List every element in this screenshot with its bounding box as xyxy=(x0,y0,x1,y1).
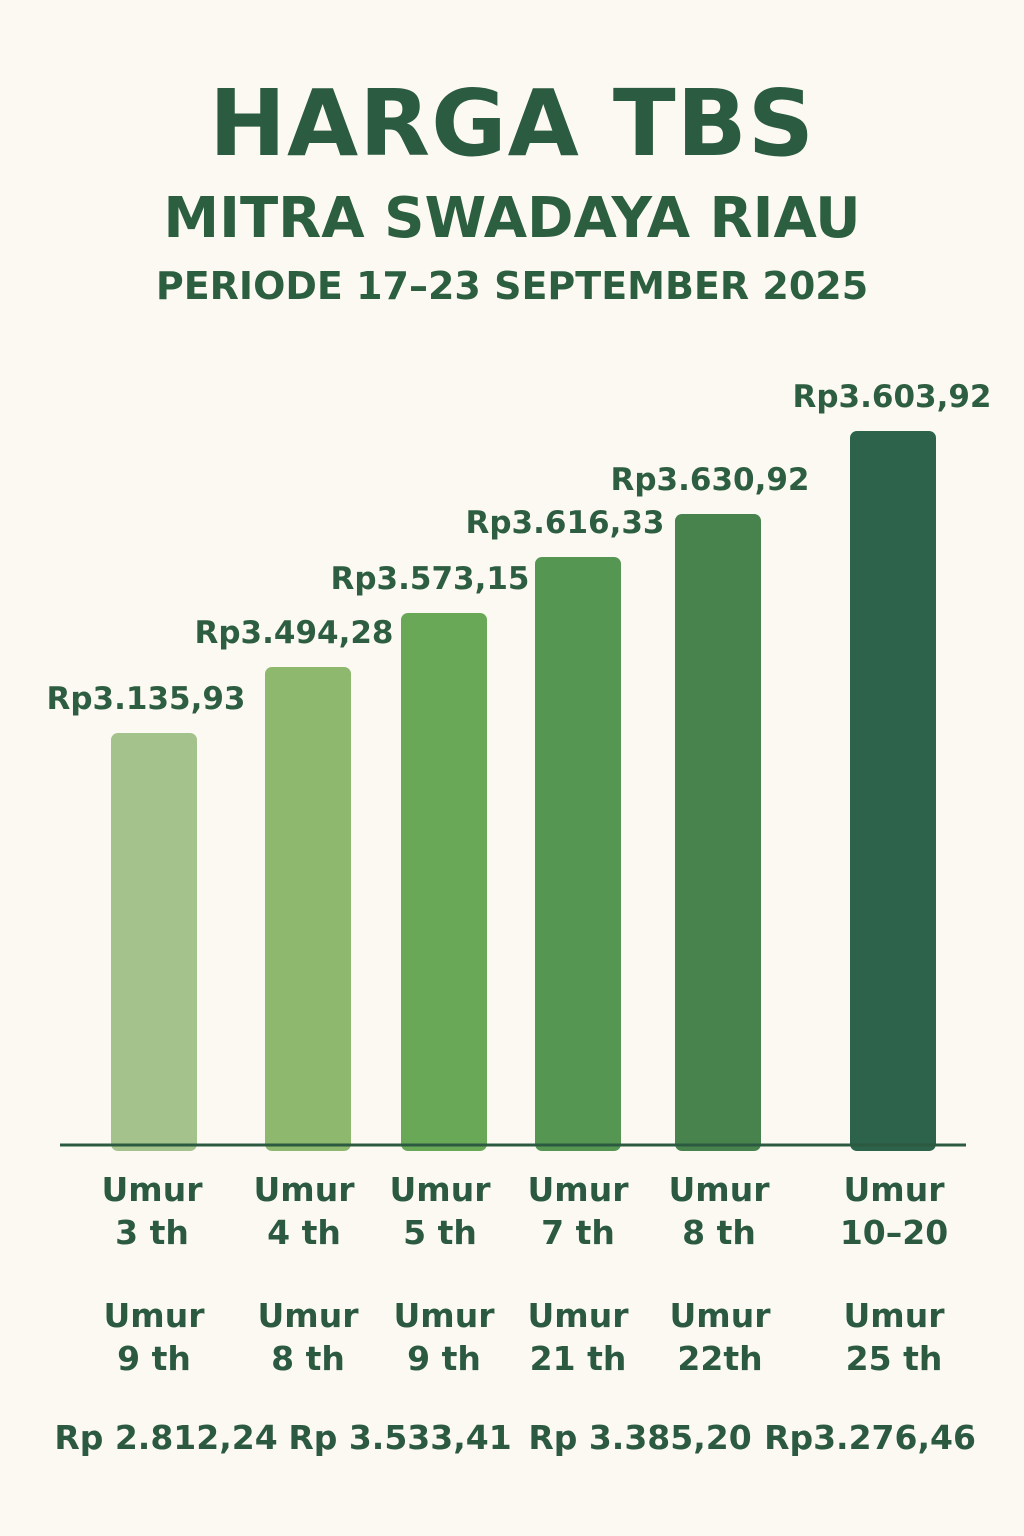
bar-value-label-3: Rp3.573,15 xyxy=(330,561,529,597)
extra-age-label-1: Umur 9 th xyxy=(103,1296,205,1378)
category-label-1: Umur 3 th xyxy=(101,1170,203,1252)
chart-title: HARGA TBS xyxy=(209,70,815,177)
category-label-6: Umur 10–20 xyxy=(839,1170,949,1252)
bar-3 xyxy=(401,613,487,1151)
category-label-5: Umur 8 th xyxy=(668,1170,770,1252)
extra-price-label-2: Rp 3.533,41 xyxy=(288,1418,512,1457)
extra-age-label-3: Umur 9 th xyxy=(393,1296,495,1378)
bar-value-label-4: Rp3.616,33 xyxy=(465,505,664,541)
bar-value-label-5: Rp3.630,92 xyxy=(610,462,809,498)
extra-price-label-3: Rp 3.385,20 xyxy=(528,1418,752,1457)
bar-1 xyxy=(111,733,197,1151)
category-label-2: Umur 4 th xyxy=(253,1170,355,1252)
extra-age-label-5: Umur 22th xyxy=(669,1296,771,1378)
extra-age-label-2: Umur 8 th xyxy=(257,1296,359,1378)
bar-4 xyxy=(535,557,621,1151)
bar-value-label-2: Rp3.494,28 xyxy=(194,615,393,651)
category-label-3: Umur 5 th xyxy=(389,1170,491,1252)
category-label-4: Umur 7 th xyxy=(527,1170,629,1252)
bar-value-label-6: Rp3.603,92 xyxy=(792,379,991,415)
bar-6 xyxy=(850,431,936,1151)
bar-value-label-1: Rp3.135,93 xyxy=(46,681,245,717)
bar-2 xyxy=(265,667,351,1151)
bar-5 xyxy=(675,514,761,1151)
extra-price-label-4: Rp3.276,46 xyxy=(764,1418,976,1457)
extra-price-label-1: Rp 2.812,24 xyxy=(54,1418,278,1457)
chart-period: PERIODE 17–23 SEPTEMBER 2025 xyxy=(155,264,869,308)
extra-age-label-4: Umur 21 th xyxy=(527,1296,629,1378)
extra-age-label-6: Umur 25 th xyxy=(843,1296,945,1378)
chart-subtitle: MITRA SWADAYA RIAU xyxy=(163,186,861,251)
